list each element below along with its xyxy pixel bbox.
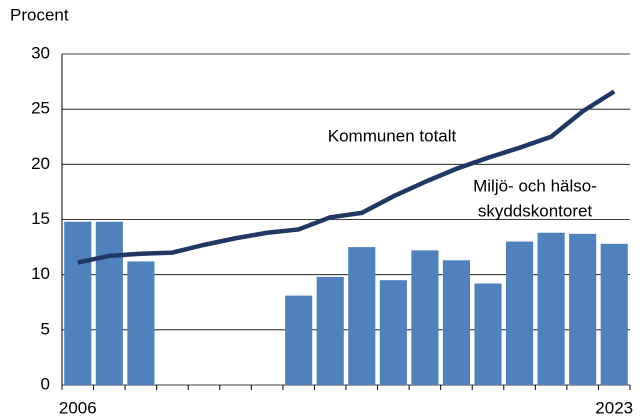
bar — [127, 261, 155, 385]
x-tick-label: 2006 — [59, 398, 97, 417]
y-tick-label: 30 — [31, 43, 50, 62]
annotation: Miljö- och hälso- — [473, 176, 597, 195]
bar — [600, 243, 628, 385]
bar — [474, 283, 502, 385]
bar — [411, 250, 439, 385]
annotation: skyddskontoret — [478, 201, 593, 220]
annotation: Kommunen totalt — [328, 126, 457, 145]
bar — [285, 295, 313, 385]
bar — [316, 276, 344, 385]
x-tick-label: 2023 — [595, 398, 633, 417]
y-tick-label: 20 — [31, 154, 50, 173]
y-axis-label: Procent — [10, 5, 69, 24]
bar — [569, 233, 597, 385]
y-tick-label: 15 — [31, 209, 50, 228]
y-tick-label: 25 — [31, 99, 50, 118]
bar — [505, 241, 534, 385]
bar — [379, 280, 407, 385]
y-tick-label: 5 — [41, 319, 50, 338]
bar — [442, 260, 471, 385]
y-tick-label: 10 — [31, 264, 50, 283]
y-tick-label: 0 — [41, 374, 50, 393]
bar — [537, 232, 565, 385]
line — [77, 89, 616, 265]
bar — [64, 221, 92, 385]
bar — [95, 221, 123, 385]
bar — [348, 247, 376, 385]
